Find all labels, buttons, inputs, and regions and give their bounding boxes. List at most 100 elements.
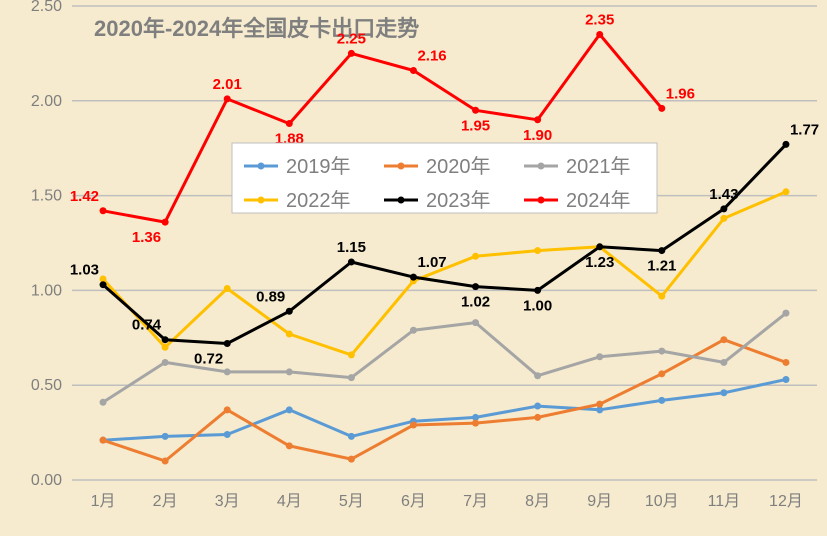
data-point [720,389,727,396]
legend-swatch-marker [398,197,405,204]
x-tick-label: 2月 [153,493,178,510]
data-point [100,437,107,444]
data-point [472,420,479,427]
legend: 2019年 2020年 2021年 2022年 2023年 2024年 [232,143,657,213]
data-point [658,247,665,254]
data-point [534,116,541,123]
plot-background [0,0,827,536]
data-label: 1.42 [70,188,99,205]
data-point [782,188,789,195]
data-point [348,374,355,381]
data-point [348,351,355,358]
data-point [596,31,603,38]
data-point [162,433,169,440]
x-tick-label: 3月 [215,493,240,510]
data-point [162,219,169,226]
export-trend-chart: 0.000.501.001.502.002.501月2月3月4月5月6月7月8月… [0,0,827,536]
legend-label: 2022年 [286,189,351,212]
data-point [100,399,107,406]
data-label: 1.00 [523,297,552,314]
data-point [224,95,231,102]
data-point [162,458,169,465]
data-point [224,340,231,347]
data-point [720,336,727,343]
data-label: 0.72 [194,350,223,367]
data-label: 1.23 [585,254,614,271]
data-point [286,120,293,127]
data-label: 1.90 [523,127,552,144]
data-label: 1.02 [461,294,490,311]
data-point [162,336,169,343]
x-tick-label: 1月 [91,493,116,510]
x-tick-label: 9月 [587,493,612,510]
data-point [162,359,169,366]
data-point [534,414,541,421]
y-tick-label: 1.50 [31,188,62,205]
data-point [410,274,417,281]
legend-label: 2019年 [286,155,351,178]
legend-label: 2020年 [426,155,491,178]
data-label: 2.35 [585,11,614,28]
data-label: 2.25 [337,30,366,47]
data-point [100,281,107,288]
data-label: 2.01 [213,76,242,93]
data-point [224,368,231,375]
data-point [472,253,479,260]
data-point [286,308,293,315]
data-label: 1.36 [132,229,161,246]
y-tick-label: 1.00 [31,282,62,299]
data-point [720,215,727,222]
x-tick-label: 5月 [339,493,364,510]
legend-swatch-marker [258,163,265,170]
data-point [348,456,355,463]
data-label: 1.96 [666,85,695,102]
data-label: 1.95 [461,117,490,134]
data-point [286,331,293,338]
y-tick-label: 2.50 [31,0,62,15]
data-point [224,285,231,292]
data-point [348,433,355,440]
data-point [782,310,789,317]
data-point [348,50,355,57]
data-label: 1.77 [790,121,819,138]
data-point [224,431,231,438]
data-point [782,359,789,366]
data-label: 0.89 [256,288,285,305]
data-point [100,207,107,214]
legend-label: 2024年 [566,189,631,212]
data-point [410,67,417,74]
data-point [534,403,541,410]
data-point [286,368,293,375]
data-point [472,107,479,114]
data-point [720,205,727,212]
data-point [534,287,541,294]
data-point [782,376,789,383]
legend-label: 2023年 [426,189,491,212]
x-tick-label: 11月 [708,493,741,510]
data-point [596,353,603,360]
data-point [472,319,479,326]
data-point [472,283,479,290]
data-point [162,344,169,351]
legend-swatch-marker [538,163,545,170]
data-label: 1.15 [337,239,366,256]
data-point [782,141,789,148]
legend-swatch-marker [538,197,545,204]
data-label: 0.74 [132,317,162,334]
legend-swatch-marker [398,163,405,170]
legend-label: 2021年 [566,155,631,178]
data-point [224,406,231,413]
data-point [410,327,417,334]
data-point [534,247,541,254]
data-point [658,293,665,300]
data-point [286,406,293,413]
data-label: 1.03 [70,262,99,279]
x-tick-label: 8月 [525,493,550,510]
y-tick-label: 0.50 [31,377,62,394]
data-point [348,258,355,265]
x-tick-label: 6月 [401,493,426,510]
data-point [596,243,603,250]
data-label: 1.07 [417,254,446,271]
data-point [410,422,417,429]
data-label: 2.16 [417,47,446,64]
